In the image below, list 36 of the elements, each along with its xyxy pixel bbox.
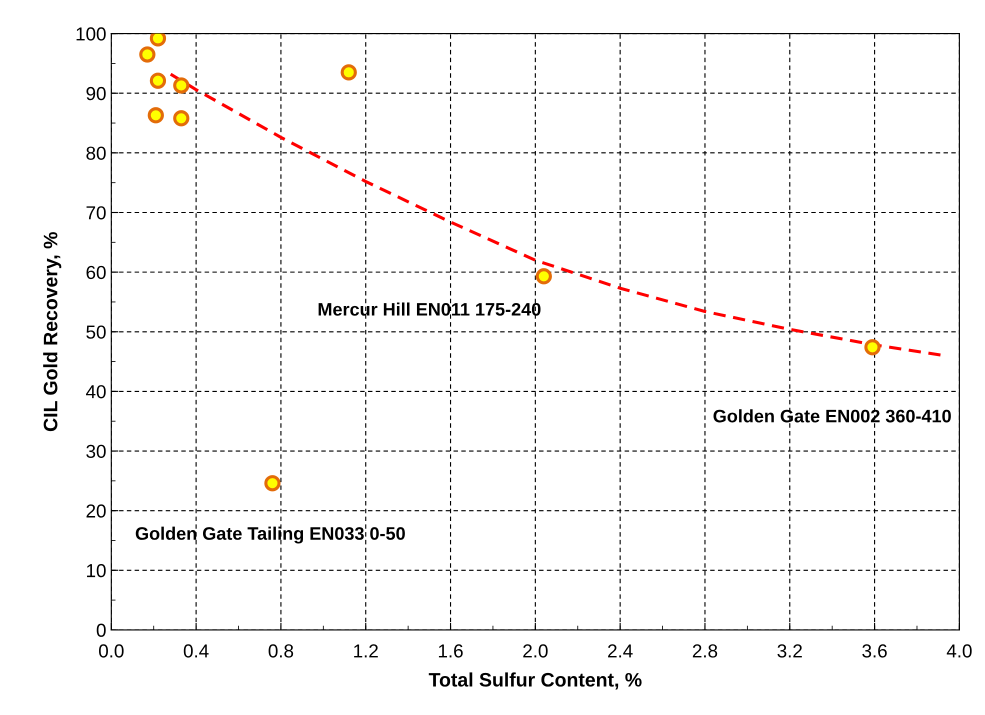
point [150, 72, 166, 89]
point [173, 77, 190, 94]
x-tick-label: 0.4 [184, 644, 209, 658]
x-tick-label: 1.6 [438, 644, 463, 658]
y-tick-label: 30 [86, 444, 106, 458]
y-tick-label: 40 [86, 385, 106, 398]
y-tick-label: 50 [86, 325, 106, 339]
y-axis-title: CIL Gold Recovery, % [43, 232, 62, 432]
x-tick-label: 3.6 [862, 644, 887, 658]
y-tick-label: 20 [86, 504, 106, 518]
x-tick-label: 4.0 [946, 644, 972, 658]
x-tick-label: 3.2 [777, 644, 802, 658]
x-tick-label: 1.2 [354, 644, 378, 658]
annotation: Golden Gate Tailing EN033 0-50 [136, 526, 405, 544]
y-tick-label: 0 [96, 624, 106, 637]
point [864, 339, 881, 356]
x-tick-label: 0.8 [268, 644, 294, 658]
point [536, 268, 552, 284]
point [340, 64, 357, 80]
y-tick-label: 70 [86, 206, 106, 220]
point [264, 475, 281, 492]
annotation: Mercur Hill EN011 175-240 [318, 302, 541, 316]
y-tick-label: 80 [86, 146, 106, 160]
point [173, 110, 190, 126]
y-tick-label: 60 [86, 266, 106, 280]
point [139, 46, 156, 63]
point [148, 107, 164, 124]
y-tick-label: 100 [76, 27, 106, 41]
y-tick-label: 90 [86, 86, 106, 100]
x-tick-label: 2.0 [523, 644, 548, 658]
y-tick-label: 10 [87, 564, 106, 578]
x-tick-label: 0.0 [99, 644, 124, 658]
annotation: Golden Gate EN002 360-410 [714, 409, 951, 422]
x-tick-label: 2.4 [608, 644, 633, 658]
x-axis-title: Total Sulfur Content, % [428, 672, 642, 690]
x-tick-label: 2.8 [692, 644, 718, 658]
